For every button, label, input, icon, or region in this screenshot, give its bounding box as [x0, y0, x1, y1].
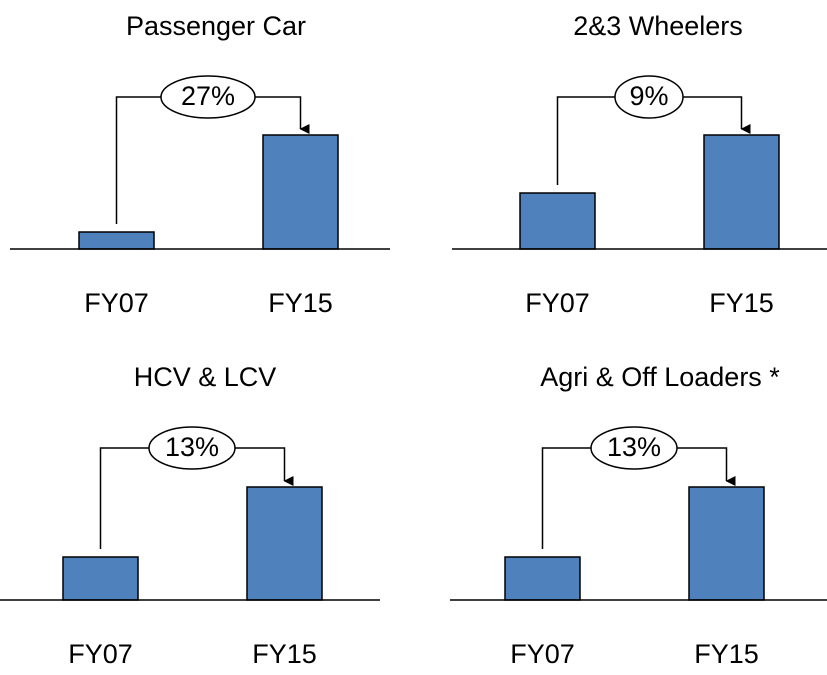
x-tick-label: FY15: [252, 639, 317, 669]
bar: [246, 486, 323, 601]
bar: [62, 556, 139, 601]
x-tick-label: FY07: [525, 288, 590, 318]
bar: [78, 231, 155, 250]
bar: [262, 134, 339, 250]
cagr-bubble: [614, 75, 684, 119]
x-tick-label: FY07: [84, 288, 149, 318]
panel-title: Agri & Off Loaders *: [540, 362, 780, 392]
x-tick-label: FY15: [268, 288, 333, 318]
x-tick-label: FY07: [510, 639, 575, 669]
panel-title: Passenger Car: [126, 11, 306, 41]
bar: [703, 134, 780, 250]
cagr-label: 27%: [181, 81, 235, 111]
bar: [519, 192, 596, 250]
panel-title: HCV & LCV: [134, 362, 277, 392]
cagr-label: 9%: [629, 81, 668, 111]
x-tick-label: FY15: [709, 288, 774, 318]
cagr-label: 13%: [607, 432, 661, 462]
bar: [504, 556, 581, 601]
cagr-bubble: [148, 426, 236, 470]
x-tick-label: FY15: [694, 639, 759, 669]
x-tick-label: FY07: [68, 639, 133, 669]
cagr-label: 13%: [165, 432, 219, 462]
bar: [688, 486, 765, 601]
cagr-bubble: [590, 426, 678, 470]
cagr-bubble: [160, 75, 256, 119]
panel-title: 2&3 Wheelers: [573, 11, 743, 41]
